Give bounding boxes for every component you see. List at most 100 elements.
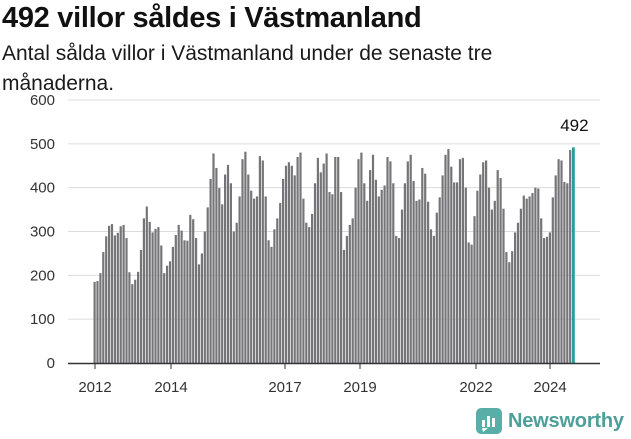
bar [508, 262, 511, 363]
y-tick-label: 400 [30, 180, 55, 197]
newsworthy-logo: Newsworthy [476, 405, 624, 437]
bar [290, 165, 293, 363]
bar [551, 197, 554, 363]
bar [224, 174, 227, 363]
bar [287, 162, 290, 363]
y-tick-label: 300 [30, 224, 55, 241]
bar [487, 187, 491, 363]
bar [189, 214, 192, 363]
bar [273, 229, 276, 363]
bar [453, 182, 456, 363]
bar [168, 261, 172, 363]
bar [128, 272, 131, 363]
bar [229, 183, 232, 363]
bar [458, 159, 462, 363]
bar [505, 252, 508, 363]
bar [406, 161, 409, 363]
bar [519, 208, 522, 363]
bar [195, 238, 198, 363]
bar [108, 225, 111, 363]
bar [427, 201, 430, 363]
x-tick-label: 2017 [268, 379, 301, 396]
bar [276, 218, 279, 363]
bar [429, 229, 433, 363]
bar [203, 231, 206, 363]
bar [479, 174, 482, 363]
bar [122, 224, 125, 363]
bar [511, 251, 514, 363]
x-tick-label: 2022 [459, 379, 492, 396]
bar [415, 200, 418, 363]
bar [270, 246, 273, 363]
bar [250, 190, 253, 363]
bar [145, 206, 148, 363]
bar [493, 200, 496, 363]
bar [366, 200, 369, 363]
bar [380, 189, 383, 363]
bar [302, 198, 305, 364]
bar [424, 173, 427, 363]
bar [253, 198, 256, 364]
bar [238, 196, 241, 363]
bar [537, 188, 540, 363]
bar [528, 196, 531, 363]
bar [531, 192, 534, 363]
bar [221, 204, 224, 363]
bar [557, 159, 560, 363]
bar [371, 154, 375, 363]
x-tick-label: 2024 [533, 379, 566, 396]
chart-title: 492 villor såldes i Västmanland [2, 2, 422, 34]
bar [93, 281, 96, 363]
bar [171, 246, 174, 363]
bar [232, 231, 235, 363]
bar [200, 253, 203, 363]
bar [99, 273, 102, 363]
bar [119, 226, 122, 363]
bar [226, 164, 230, 363]
bar [357, 159, 360, 363]
bar [163, 273, 166, 363]
bar [560, 160, 563, 363]
bar [160, 245, 163, 363]
bar [282, 178, 285, 363]
bar-latest [572, 147, 575, 363]
bar [496, 170, 499, 363]
bar [218, 188, 221, 363]
x-tick-label: 2019 [343, 379, 376, 396]
bar [296, 156, 299, 363]
bar [534, 187, 537, 363]
bar [441, 175, 444, 363]
bar [241, 159, 244, 363]
bar [267, 240, 270, 363]
bar [313, 183, 317, 363]
bar [299, 152, 302, 363]
x-axis: 2012 2014 2017 2019 2022 2024 [68, 362, 600, 396]
y-tick-label: 0 [47, 355, 55, 372]
y-tick-label: 100 [30, 311, 55, 328]
bar [215, 167, 218, 363]
bar [305, 222, 308, 363]
bar [403, 183, 406, 363]
chart-subtitle: Antal sålda villor i Västmanland under d… [2, 42, 493, 95]
bar [337, 156, 340, 363]
bar [490, 209, 493, 363]
bar [548, 232, 551, 363]
bar [154, 228, 157, 363]
bar [485, 160, 488, 363]
bar [369, 170, 372, 363]
bar [102, 252, 105, 363]
gridlines [68, 99, 600, 320]
bar [360, 152, 363, 363]
bar [502, 208, 505, 363]
bar [421, 167, 424, 363]
bar [374, 179, 377, 363]
bar [247, 174, 250, 363]
bar [522, 195, 525, 363]
bar [316, 157, 319, 363]
bar [554, 175, 557, 363]
bar [351, 218, 354, 363]
bar [569, 149, 572, 363]
bar [482, 162, 485, 363]
bar [450, 166, 453, 363]
